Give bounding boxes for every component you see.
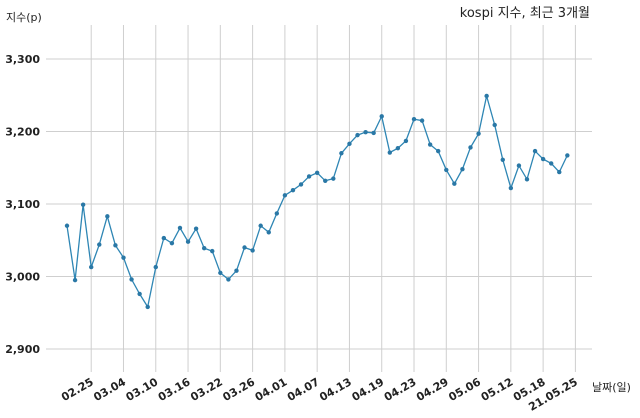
data-point (242, 245, 247, 250)
data-point (516, 163, 522, 168)
data-point (105, 214, 110, 219)
data-point (411, 116, 417, 122)
data-point (540, 156, 546, 162)
data-point (129, 277, 134, 282)
data-point (331, 176, 336, 181)
x-tick-label: 04.01 (253, 375, 290, 404)
chart-title: kospi 지수, 최근 3개월 (460, 6, 590, 21)
data-point (524, 177, 530, 182)
data-point (508, 185, 514, 191)
data-point (476, 131, 481, 136)
data-point (565, 153, 570, 158)
data-point (113, 243, 118, 248)
x-tick-label: 03.26 (220, 375, 257, 404)
data-point (339, 151, 344, 156)
data-point (290, 188, 296, 193)
data-point (500, 157, 505, 162)
x-tick-labels: 02.2503.0403.1003.1603.2203.2604.0104.07… (59, 375, 580, 414)
data-point (218, 270, 223, 276)
x-axis-label: 날짜(일) (592, 380, 631, 394)
x-tick-label: 04.07 (285, 375, 322, 404)
data-point (266, 230, 271, 235)
data-point (274, 211, 280, 216)
x-tick-label: 03.04 (91, 375, 128, 404)
grid (46, 25, 592, 372)
x-tick-label: 04.13 (317, 375, 354, 404)
y-tick-label: 2,900 (5, 343, 40, 356)
data-point (419, 118, 425, 123)
data-point (226, 277, 231, 282)
y-tick-label: 3,300 (5, 53, 40, 66)
data-point (169, 240, 175, 246)
data-point (72, 277, 78, 283)
data-point (210, 248, 215, 254)
data-point (137, 291, 142, 297)
data-point (185, 239, 191, 244)
data-point (444, 167, 449, 173)
data-point (97, 242, 102, 247)
data-point (549, 161, 554, 166)
data-point (161, 235, 167, 241)
data-point (121, 255, 126, 260)
y-axis-label: 지수(p) (6, 11, 42, 24)
data-point (282, 193, 288, 198)
data-point (258, 223, 263, 228)
data-point (452, 181, 457, 186)
data-point (460, 167, 465, 172)
data-point (298, 182, 304, 187)
data-point (314, 170, 320, 176)
data-point (306, 174, 312, 179)
data-point (323, 178, 328, 183)
data-point (395, 145, 401, 151)
y-tick-labels: 2,900 3,000 3,100 3,200 3,300 (5, 53, 40, 356)
data-point (347, 141, 352, 147)
data-point (355, 132, 360, 138)
data-point (557, 169, 562, 175)
data-point (64, 223, 70, 228)
x-tick-label: 04.23 (382, 375, 419, 404)
x-tick-label: 03.16 (156, 375, 193, 404)
y-tick-label: 3,000 (5, 271, 40, 284)
data-point (492, 122, 497, 128)
x-tick-label: 03.22 (188, 375, 225, 404)
data-point (193, 226, 199, 231)
data-point (234, 268, 239, 273)
data-point (145, 304, 150, 310)
data-point (177, 225, 183, 231)
x-tick-label: 02.25 (59, 375, 96, 404)
x-tick-label: 03.10 (124, 375, 161, 404)
data-point (436, 148, 441, 154)
data-point (468, 145, 473, 150)
data-point (89, 264, 94, 270)
data-point (403, 138, 409, 144)
data-point (379, 114, 384, 119)
data-point (153, 264, 158, 270)
data-point (532, 148, 538, 154)
x-tick-label: 05.12 (479, 375, 516, 404)
y-tick-label: 3,200 (5, 126, 40, 139)
data-point (427, 142, 433, 147)
series-kospi (64, 93, 570, 310)
x-tick-label: 04.29 (414, 375, 451, 404)
data-point (371, 130, 376, 136)
y-tick-label: 3,100 (5, 198, 40, 211)
data-point (250, 248, 255, 253)
data-point (363, 130, 368, 135)
x-tick-label: 04.19 (350, 375, 387, 404)
data-point (201, 246, 207, 251)
x-tick-label: 05.06 (446, 375, 483, 404)
data-point (484, 93, 489, 99)
data-point (80, 202, 86, 207)
data-point (387, 150, 392, 155)
